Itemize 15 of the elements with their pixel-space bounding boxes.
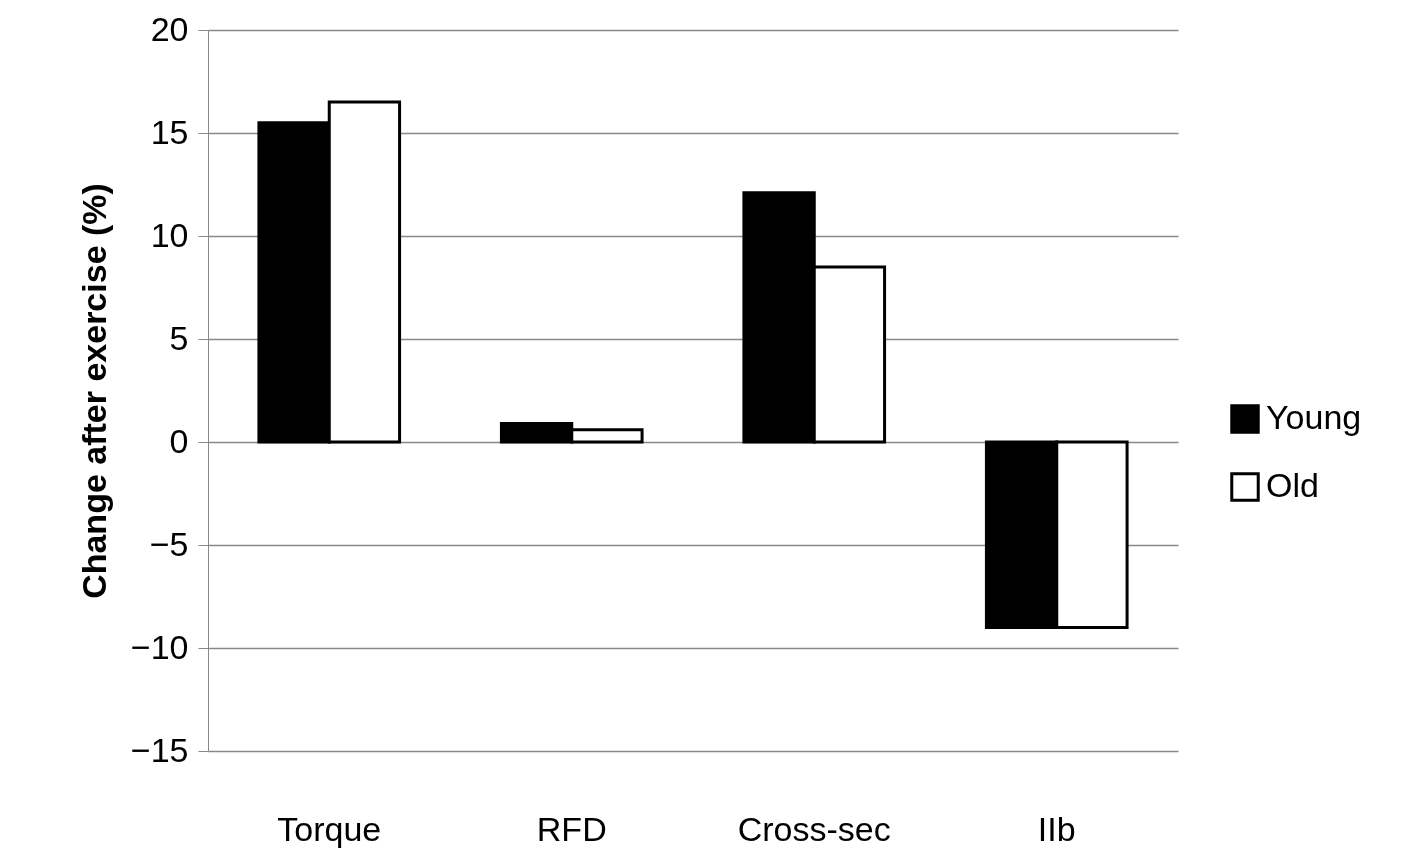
- y-axis-title: Change after exercise (%): [74, 183, 113, 599]
- x-tick-label: RFD: [536, 809, 607, 848]
- y-tick-label: 10: [150, 215, 189, 254]
- y-tick-label: −15: [130, 730, 189, 769]
- x-tick-label: Torque: [277, 809, 382, 848]
- y-tick-label: 20: [150, 9, 189, 48]
- y-tick-label: 15: [150, 112, 189, 151]
- legend-label: Old: [1266, 466, 1319, 504]
- x-tick-label: IIb: [1037, 809, 1076, 848]
- y-tick-label: 0: [169, 421, 189, 460]
- legend-label: Young: [1266, 398, 1362, 436]
- y-tick-label: 5: [169, 318, 189, 357]
- y-tick-label: −10: [130, 627, 189, 666]
- x-tick-label: Cross-sec: [737, 809, 891, 848]
- y-tick-label: −5: [149, 524, 189, 563]
